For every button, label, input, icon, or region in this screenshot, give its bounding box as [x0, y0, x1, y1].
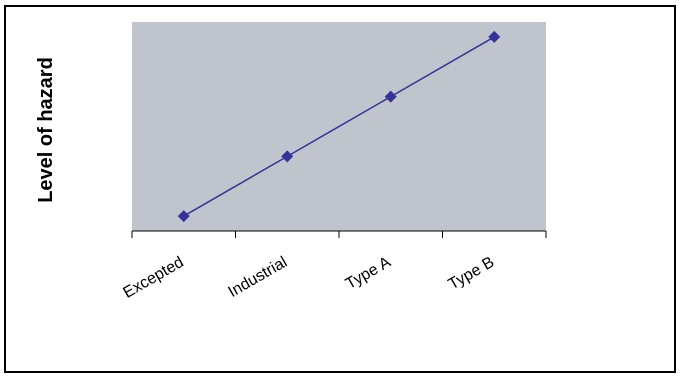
data-point-marker: [281, 150, 294, 163]
x-tick-labels: Excepted Industrial Type A Type B: [120, 254, 497, 302]
data-point-marker: [177, 210, 190, 223]
hazard-line-chart: Excepted Industrial Type A Type B Level of …: [35, 22, 547, 302]
x-axis: [131, 230, 547, 238]
data-point-marker: [384, 90, 397, 103]
y-axis-title: Level of hazard: [35, 57, 57, 203]
series-line: [183, 36, 495, 217]
x-tick-label: Type B: [446, 254, 498, 294]
x-tick-label: Type A: [343, 254, 394, 293]
x-tick-label: Industrial: [226, 254, 291, 301]
chart-frame: Excepted Industrial Type A Type B Level of …: [4, 5, 676, 373]
x-tick-label: Excepted: [120, 254, 186, 302]
series-group: [177, 30, 501, 223]
